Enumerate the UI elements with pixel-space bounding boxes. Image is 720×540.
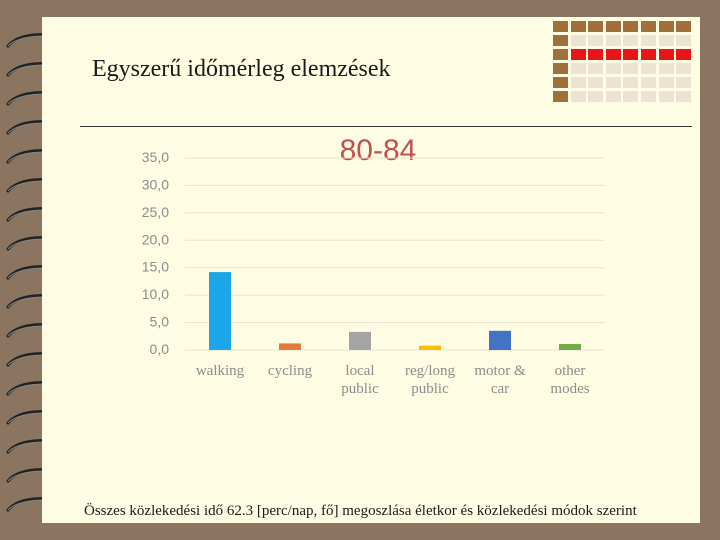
deco-cell <box>676 91 692 102</box>
deco-cell <box>641 63 656 74</box>
deco-cell <box>605 77 621 88</box>
y-tick-label: 5,0 <box>150 314 170 330</box>
x-tick-label: other <box>555 363 586 379</box>
deco-cell <box>570 91 586 102</box>
y-tick-label: 35,0 <box>142 149 169 165</box>
y-tick-label: 15,0 <box>142 259 169 275</box>
x-tick-label: motor & <box>474 363 526 379</box>
deco-cell <box>588 77 604 88</box>
x-tick-label: walking <box>196 363 245 379</box>
deco-cell <box>553 49 568 60</box>
deco-cell <box>676 63 692 74</box>
deco-cell <box>570 21 586 32</box>
deco-cell <box>588 63 604 74</box>
bar <box>209 272 231 350</box>
x-tick-label: public <box>341 381 379 397</box>
deco-cell <box>588 35 604 46</box>
deco-cell <box>553 21 568 32</box>
deco-cell <box>641 21 656 32</box>
deco-cell <box>553 35 568 46</box>
bar <box>349 331 371 350</box>
deco-cell <box>623 21 639 32</box>
deco-cell <box>570 77 586 88</box>
y-tick-label: 0,0 <box>150 341 170 357</box>
deco-cell <box>553 63 568 74</box>
bar <box>559 343 581 350</box>
y-tick-label: 25,0 <box>142 204 169 220</box>
x-tick-label: modes <box>550 381 589 397</box>
bar-chart: 80-84 0,0 5,0 10,0 15,0 20,0 25,0 30,0 35,0 walki… <box>142 134 605 397</box>
deco-cell <box>588 91 604 102</box>
deco-cell <box>641 35 656 46</box>
deco-cell <box>605 49 621 60</box>
bar <box>419 345 441 350</box>
deco-cell <box>658 63 674 74</box>
chart-title: 80-84 <box>340 134 417 167</box>
title-divider <box>80 126 692 127</box>
deco-cell <box>623 77 639 88</box>
deco-cell <box>623 49 639 60</box>
deco-cell <box>570 49 586 60</box>
deco-cell <box>588 21 604 32</box>
deco-cell <box>605 35 621 46</box>
slide-caption: Összes közlekedési idő 62.3 [perc/nap, f… <box>84 503 637 519</box>
slide-title: Egyszerű időmérleg elemzések <box>92 56 391 82</box>
bar <box>279 343 301 350</box>
deco-cell <box>676 35 692 46</box>
deco-cell <box>641 49 656 60</box>
deco-cell <box>605 91 621 102</box>
deco-cell <box>641 77 656 88</box>
deco-cell <box>570 35 586 46</box>
deco-cell <box>623 35 639 46</box>
deco-cell <box>570 63 586 74</box>
x-tick-label: reg/long <box>405 363 455 379</box>
x-tick-label: car <box>491 381 509 397</box>
deco-cell <box>676 49 692 60</box>
deco-cell <box>658 49 674 60</box>
deco-cell <box>676 21 692 32</box>
y-tick-label: 10,0 <box>142 286 169 302</box>
bar <box>489 330 511 350</box>
x-tick-label: cycling <box>268 363 313 379</box>
deco-cell <box>641 91 656 102</box>
deco-cell <box>605 21 621 32</box>
deco-cell <box>658 35 674 46</box>
deco-cell <box>658 21 674 32</box>
deco-cell <box>623 91 639 102</box>
deco-cell <box>658 77 674 88</box>
deco-cell <box>588 49 604 60</box>
deco-cell <box>553 77 568 88</box>
deco-cell <box>553 91 568 102</box>
x-tick-label: local <box>345 363 374 379</box>
y-tick-label: 30,0 <box>142 176 169 192</box>
y-tick-label: 20,0 <box>142 231 169 247</box>
deco-cell <box>605 63 621 74</box>
x-tick-label: public <box>411 381 449 397</box>
deco-cell <box>623 63 639 74</box>
deco-cell <box>658 91 674 102</box>
deco-cell <box>676 77 692 88</box>
